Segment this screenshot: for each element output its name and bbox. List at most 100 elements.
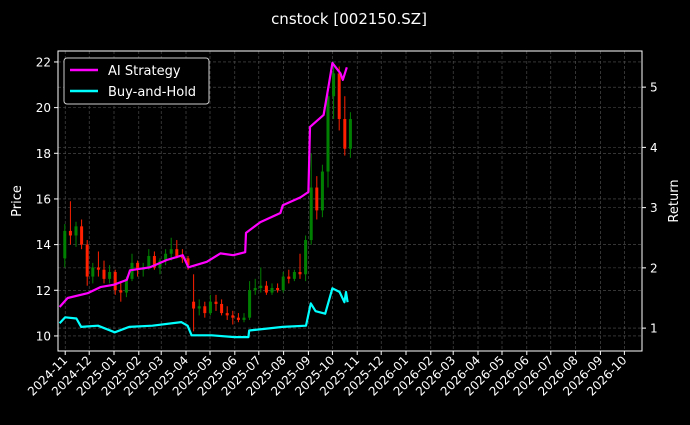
candle-body [108,272,112,279]
candle [292,269,296,282]
y-axis-right: 1 2 3 4 5 [642,81,658,336]
chart-title: cnstock [002150.SZ] [271,10,427,28]
candles [63,61,352,332]
candle-body [337,73,341,120]
y-axis-right-label: Return [667,179,682,222]
candle [147,249,151,270]
candle [175,240,179,259]
candle-body [102,269,106,279]
candle-body [203,306,207,314]
candle-body [264,285,268,293]
candle-body [91,267,95,277]
candle [248,281,252,320]
candle-body [152,256,156,268]
candle-body [253,287,257,291]
candle [152,251,156,270]
axes-frame [57,50,643,352]
candle-body [332,73,336,97]
candle [236,313,240,323]
y-right-tick-label: 4 [650,141,658,155]
candle [68,201,72,245]
candle-body [96,267,100,270]
legend: AI Strategy Buy-and-Hold [63,57,210,105]
candle [91,262,95,284]
candle-body [309,187,313,241]
candle-body [63,230,67,259]
candle-body [292,272,296,279]
candle-body [175,249,179,257]
candle [192,274,196,332]
candle [343,96,347,156]
candle-body [259,285,263,288]
y-tick-label: 14 [36,238,51,252]
candle-body [124,278,128,293]
candle-body [74,226,78,236]
candle-body [208,301,212,314]
y-tick-label: 12 [36,284,51,298]
y-axis-label: Price [10,185,25,217]
candle [315,176,319,220]
candle-body [276,287,280,291]
candle [63,224,67,268]
legend-label-ai-strategy: AI Strategy [108,64,181,79]
y-right-tick-label: 3 [650,201,658,215]
series-lines [58,61,349,339]
y-tick-label: 20 [36,101,51,115]
candle [337,66,341,131]
candle [220,299,224,316]
candle [326,89,330,188]
candle-body [169,249,173,254]
candle [197,299,201,316]
candle-body [68,230,72,236]
y-tick-label: 10 [36,329,51,343]
candle-body [85,244,89,277]
candle [108,265,112,284]
buy-and-hold-line [58,287,349,339]
y-right-tick-label: 1 [650,322,658,336]
candle [102,260,106,284]
candle [208,294,212,316]
candle [164,249,168,266]
candle [276,283,280,293]
candle-body [220,303,224,314]
candle [332,61,336,120]
candle [348,112,352,158]
candle [253,278,257,295]
candle [281,272,285,293]
candle [231,310,235,325]
candle-body [231,315,235,318]
y-right-tick-label: 5 [650,81,658,95]
candle [169,237,173,261]
candle-body [180,256,184,259]
candle-body [214,301,218,304]
candle [225,306,229,320]
candle-body [248,290,252,318]
ai-strategy-line [58,61,348,308]
y-tick-label: 22 [36,55,51,69]
candle [113,269,117,295]
candle-body [236,317,240,320]
y-axis-left: 10 12 14 16 18 20 22 [36,55,58,343]
candle-body [326,96,330,172]
candle [203,301,207,318]
y-right-tick-label: 2 [650,261,658,275]
candle [287,269,291,284]
candle-body [186,258,190,266]
candle [119,281,123,302]
candle-body [315,187,319,211]
candle-body [320,171,324,211]
y-tick-label: 16 [36,192,51,206]
candle-body [270,287,274,293]
candle-body [281,276,285,291]
legend-label-buy-and-hold: Buy-and-Hold [108,85,196,100]
candle [85,240,89,286]
candle [259,267,263,293]
candle-body [119,290,123,293]
candle [242,313,246,323]
candle-body [197,306,201,309]
candle-body [80,226,84,245]
candle-body [348,119,352,149]
candle [214,294,218,311]
candle-body [287,276,291,279]
